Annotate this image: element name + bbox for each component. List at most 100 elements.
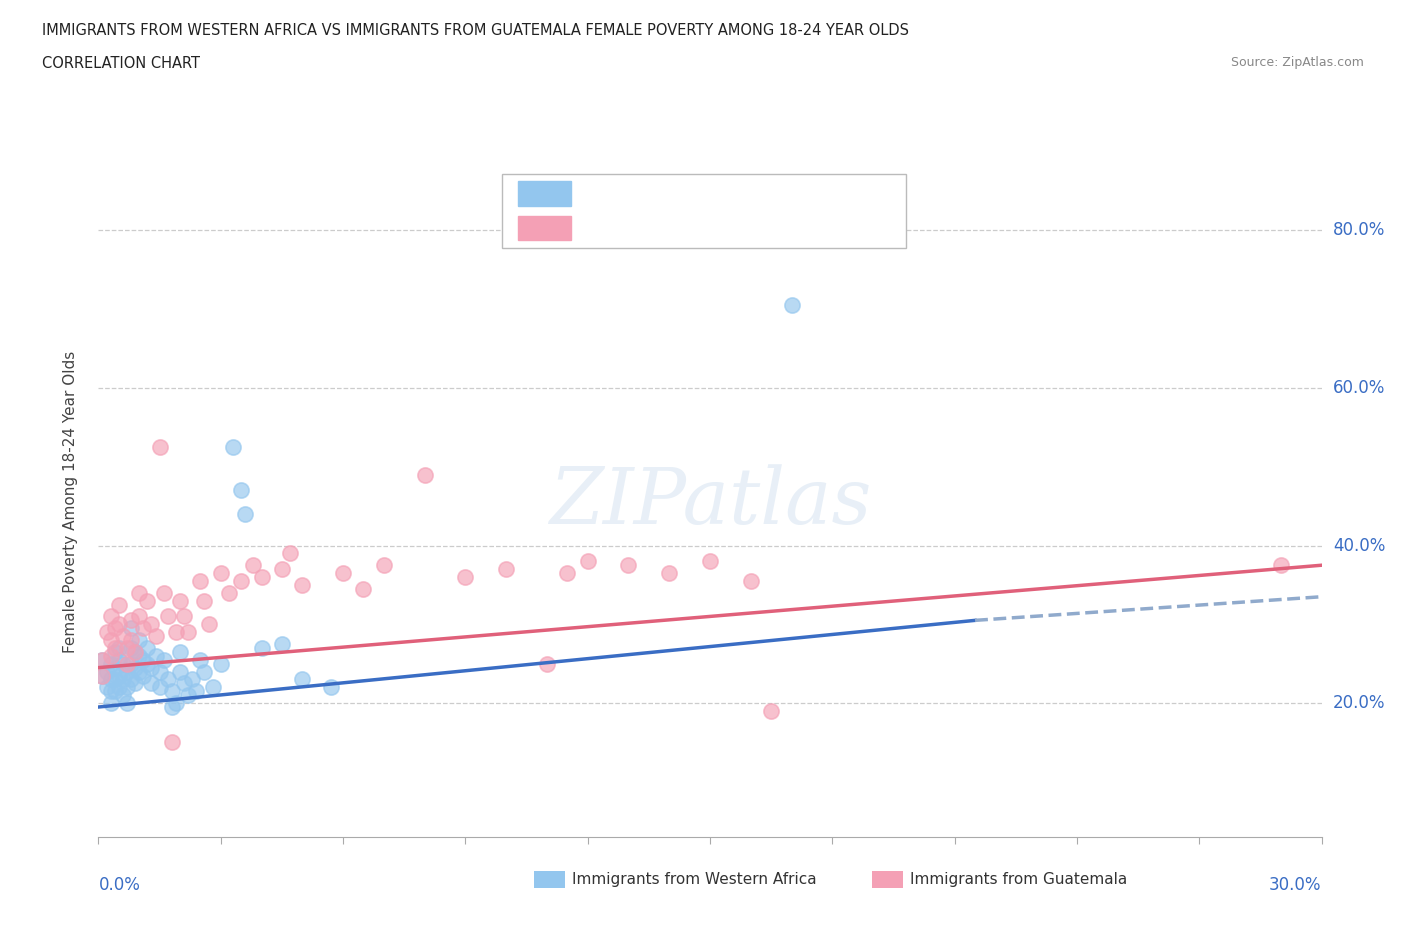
Point <box>132 668 155 683</box>
Point <box>124 644 146 659</box>
Point <box>136 593 159 608</box>
Point <box>91 652 114 667</box>
Point <box>218 585 240 600</box>
Point <box>145 629 167 644</box>
Point <box>658 565 681 580</box>
Point <box>740 574 762 589</box>
Point <box>209 657 232 671</box>
Point <box>100 648 122 663</box>
Point <box>319 680 342 695</box>
Text: CORRELATION CHART: CORRELATION CHART <box>42 56 200 71</box>
Point <box>100 672 122 687</box>
Point <box>100 696 122 711</box>
Point <box>188 652 212 667</box>
Point <box>197 617 219 631</box>
Point <box>120 621 142 636</box>
Point <box>128 632 150 647</box>
Point <box>100 684 122 698</box>
Point <box>270 636 294 651</box>
Point <box>352 581 374 596</box>
Point <box>100 609 122 624</box>
Point <box>108 597 131 612</box>
Point <box>1270 558 1292 573</box>
Point <box>104 641 127 656</box>
Point <box>555 565 579 580</box>
Point <box>160 735 183 750</box>
Point <box>111 688 134 703</box>
Point <box>291 672 314 687</box>
Point <box>149 440 172 455</box>
Point <box>699 554 721 569</box>
Point <box>136 641 159 656</box>
Point <box>108 617 131 631</box>
Text: 0.0%: 0.0% <box>98 876 141 894</box>
Point <box>108 652 131 667</box>
Text: 40.0%: 40.0% <box>1333 537 1385 554</box>
Point <box>96 680 118 695</box>
Point <box>181 672 204 687</box>
Point <box>136 657 159 671</box>
Point <box>222 440 245 455</box>
Point <box>454 569 477 584</box>
Point <box>156 672 179 687</box>
Point <box>156 609 179 624</box>
Text: 60.0%: 60.0% <box>1333 379 1385 397</box>
Point <box>149 664 172 679</box>
Text: Immigrants from Western Africa: Immigrants from Western Africa <box>572 872 817 887</box>
Point <box>104 684 127 698</box>
Point <box>120 613 142 628</box>
Point <box>177 625 200 640</box>
Point <box>111 672 134 687</box>
Point <box>124 644 146 659</box>
Point <box>209 565 232 580</box>
Point <box>233 507 256 522</box>
Point <box>132 621 155 636</box>
Text: IMMIGRANTS FROM WESTERN AFRICA VS IMMIGRANTS FROM GUATEMALA FEMALE POVERTY AMONG: IMMIGRANTS FROM WESTERN AFRICA VS IMMIGR… <box>42 23 910 38</box>
Point <box>201 680 224 695</box>
Point <box>495 562 517 577</box>
Point <box>160 699 183 714</box>
Point <box>108 680 131 695</box>
Point <box>278 546 301 561</box>
Point <box>115 696 138 711</box>
Text: Source: ZipAtlas.com: Source: ZipAtlas.com <box>1230 56 1364 69</box>
Y-axis label: Female Poverty Among 18-24 Year Olds: Female Poverty Among 18-24 Year Olds <box>63 352 77 654</box>
Point <box>115 680 138 695</box>
Point <box>413 467 436 482</box>
Point <box>91 668 114 683</box>
Point <box>160 684 183 698</box>
Point <box>104 672 127 687</box>
Point <box>91 668 114 683</box>
Text: 80.0%: 80.0% <box>1333 221 1385 239</box>
Point <box>165 696 187 711</box>
Point <box>193 593 215 608</box>
Point <box>104 621 127 636</box>
Point <box>115 641 138 656</box>
Point <box>576 554 599 569</box>
Point <box>617 558 640 573</box>
Point <box>169 644 191 659</box>
Point <box>186 684 208 698</box>
Point <box>250 641 273 656</box>
Point <box>111 657 134 671</box>
Point <box>115 664 138 679</box>
Point <box>104 644 127 659</box>
Point <box>91 652 114 667</box>
Point <box>141 660 163 675</box>
Point <box>373 558 395 573</box>
Point <box>128 664 150 679</box>
Point <box>100 632 122 647</box>
Point <box>231 574 253 589</box>
Point <box>104 660 127 675</box>
Text: Immigrants from Guatemala: Immigrants from Guatemala <box>910 872 1128 887</box>
Point <box>291 578 314 592</box>
Point <box>250 569 273 584</box>
Point <box>145 648 167 663</box>
Point <box>128 585 150 600</box>
Point <box>780 298 803 312</box>
Text: 30.0%: 30.0% <box>1270 876 1322 894</box>
Point <box>124 676 146 691</box>
Point <box>128 609 150 624</box>
Point <box>193 664 215 679</box>
Point <box>120 641 142 656</box>
